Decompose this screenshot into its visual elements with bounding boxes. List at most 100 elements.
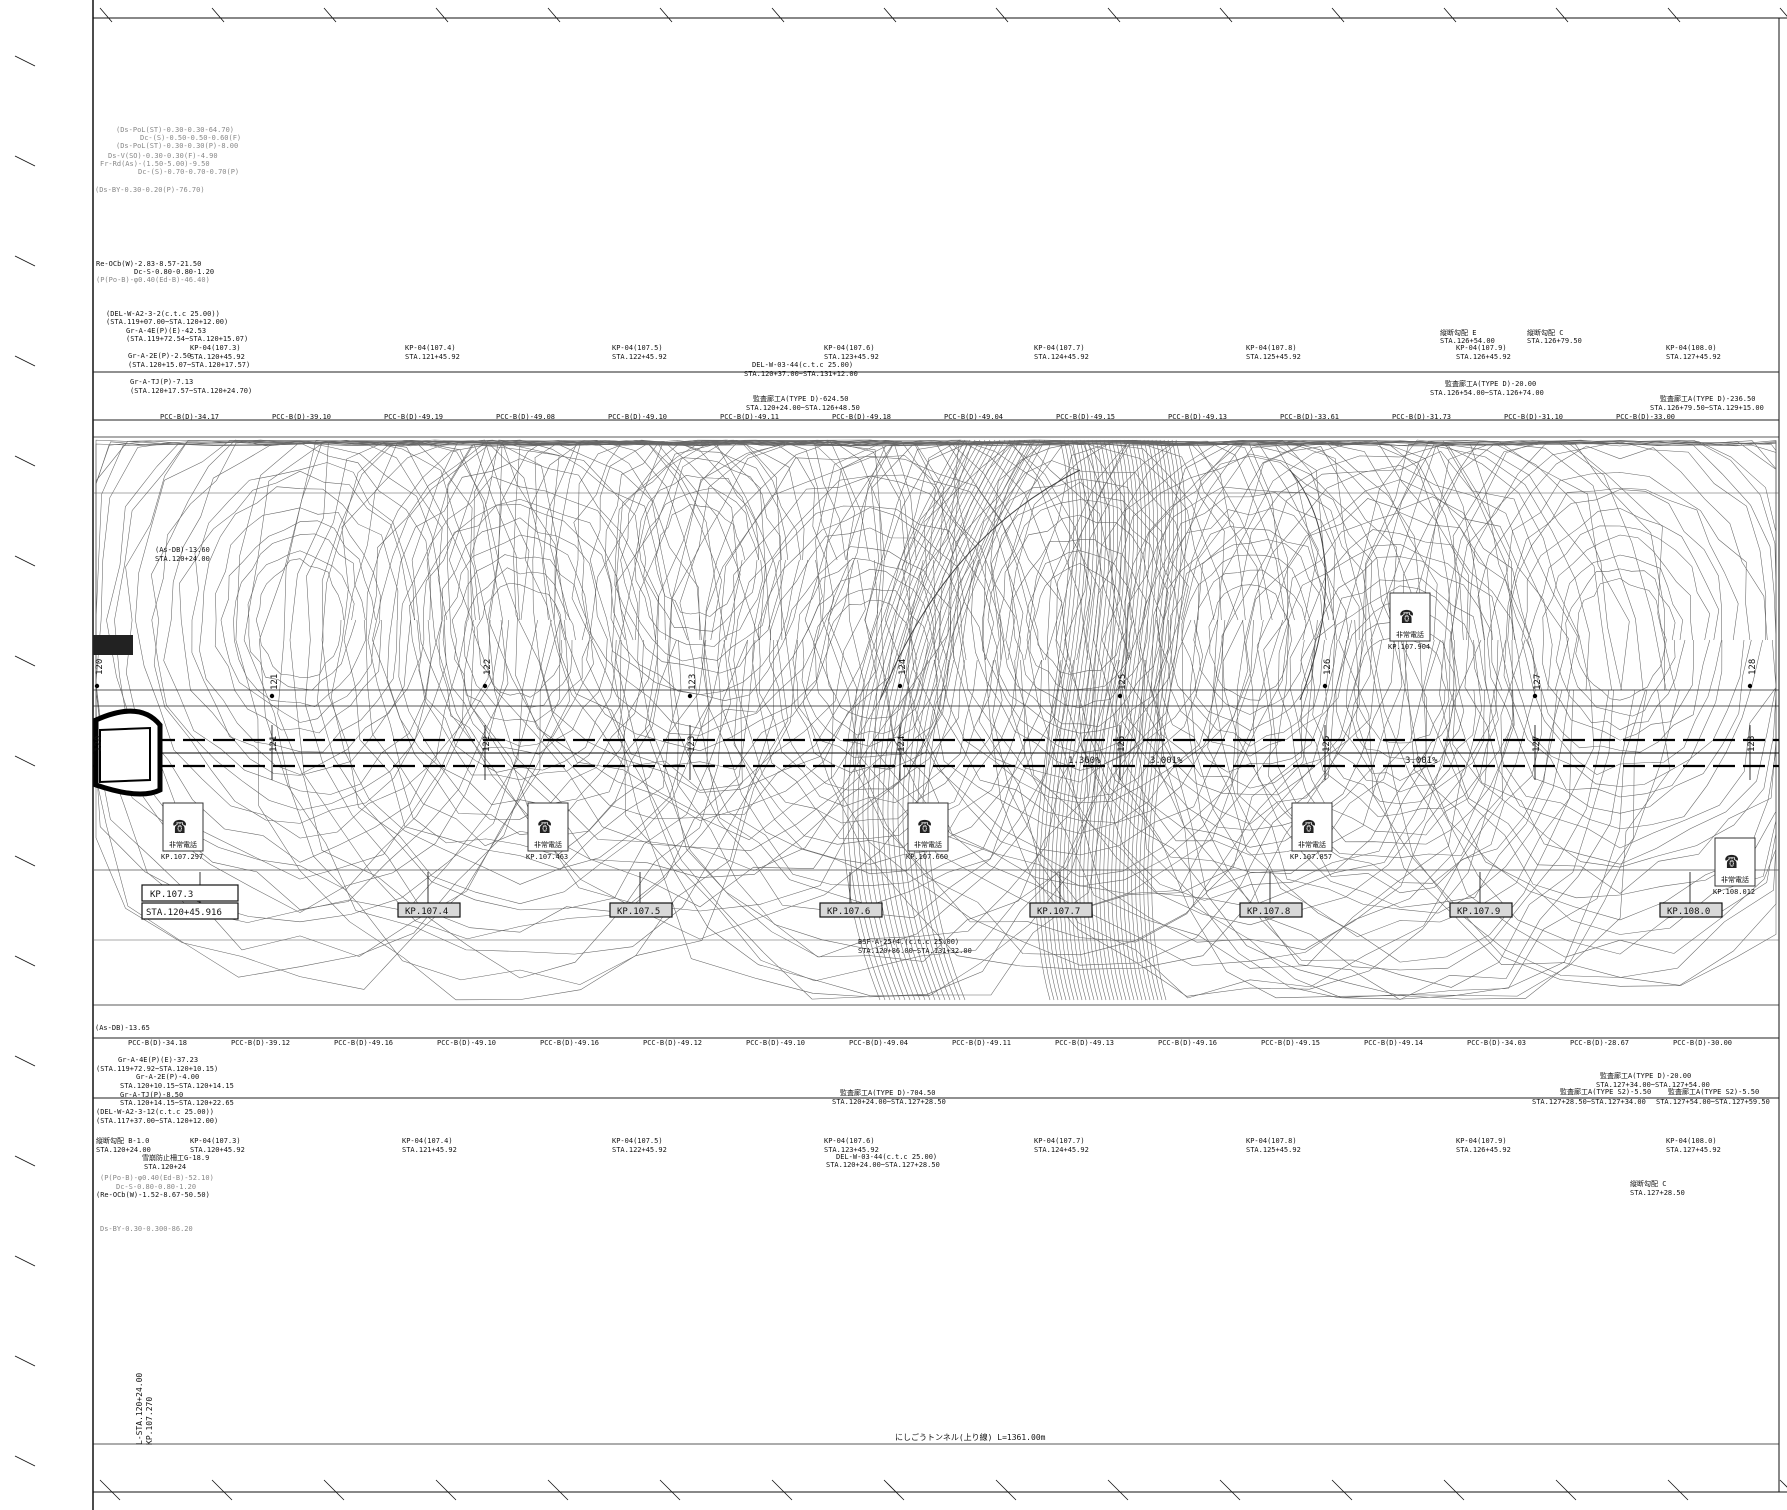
contour-line [1507, 489, 1723, 787]
phone-icon: ☎ [173, 814, 187, 839]
note-text: Ds-V(SO)-0.30-0.30(F)-4.90 [108, 152, 218, 160]
kp-code: KP-04(107.7) [1034, 344, 1085, 352]
station-label-lower: 126 [1322, 736, 1332, 752]
edge-tick [1219, 7, 1233, 23]
kp-sta: STA.122+45.92 [612, 1146, 667, 1154]
contour-line [927, 439, 1046, 1001]
contour-line [614, 443, 789, 674]
edge-tick [883, 1479, 905, 1501]
tunnel-caption: にしごうトンネル(上り線) L=1361.00m [895, 1432, 1046, 1442]
emergency-phone: ☎非常電話 KP.107.857 [1290, 802, 1333, 861]
note-text: Fr-Rd(As)-(1.50-5.00)-9.50 [100, 160, 210, 168]
station-label-lower: 122 [482, 736, 492, 752]
kp-label: KP.107.8 [1247, 907, 1290, 917]
note-text: Gr-A-2E(P)-4.00 [136, 1073, 199, 1081]
kp-sta: STA.124+45.92 [1034, 353, 1089, 361]
edge-tick [14, 255, 36, 267]
edge-tick [14, 455, 36, 467]
lower-notes: (As-DB)-13.65 Gr-A-4E(P)(E)-37.23(STA.119… [95, 1024, 234, 1233]
contour-line [1091, 439, 1126, 1001]
pcc-label: PCC-B(D)-49.15 [1261, 1039, 1320, 1047]
emergency-phone: ☎非常電話 KP.107.660 [906, 802, 949, 861]
kp-code: KP-04(107.3) [190, 344, 241, 352]
contour-line [1449, 442, 1777, 865]
note-text: Gr-A-TJ(P)-7.13 [130, 378, 193, 386]
mid-note: BSF-A-25(4.(c.t.c 25.00) [858, 938, 959, 946]
contour-line [447, 440, 955, 908]
kp-label: KP.107.6 [827, 907, 870, 917]
control-label: 縦断勾配 C [1630, 1179, 1666, 1188]
control-label: STA.127+54.00~STA.127+59.50 [1656, 1098, 1770, 1106]
pcc-lower-row: PCC-B(D)-34.18 PCC-B(D)-39.12 PCC-B(D)-49.… [128, 1039, 1732, 1047]
contour-line [872, 439, 991, 1001]
contour-line [426, 440, 979, 912]
edge-tick [1219, 1479, 1241, 1501]
lower-band [93, 939, 1779, 1099]
contour-line [438, 517, 608, 755]
control-label: STA.120+24.00~STA.127+28.50 [826, 1161, 940, 1169]
note-text: (STA.119+07.00~STA.120+12.00) [106, 318, 228, 326]
contour-line [982, 440, 1532, 997]
edge-tick [14, 755, 36, 767]
pcc-label: PCC-B(D)-31.10 [1504, 413, 1563, 421]
pcc-upper-row: PCC-B(D)-34.17 PCC-B(D)-39.10 PCC-B(D)-49.… [160, 413, 1675, 421]
edge-tick [211, 1479, 233, 1501]
control-label: 監査廊工A(TYPE D)-20.00 [1600, 1071, 1691, 1080]
kp-box [609, 902, 673, 918]
edge-tick [99, 7, 113, 23]
phone-kp: KP.107.297 [161, 853, 203, 861]
note-text: (STA.119+72.54~STA.120+15.07) [126, 335, 248, 343]
contour-line [1034, 562, 1128, 675]
station-label: 120 [95, 659, 105, 675]
control-label: STA.120+24.00~STA.127+28.50 [832, 1098, 946, 1106]
contour-line [620, 457, 782, 662]
pcc-label: PCC-B(D)-28.67 [1570, 1039, 1629, 1047]
contour-line [1107, 439, 1142, 1001]
pcc-label: PCC-B(D)-49.19 [384, 413, 443, 421]
station-label: 122 [483, 659, 493, 675]
contour-line [473, 440, 936, 871]
station-ticks: 120 120 121 121 122 122 123 123 124 124 125 125 126 1… [94, 659, 1758, 780]
contour-line [605, 440, 802, 695]
phone-box [527, 802, 569, 852]
contour-line [1135, 439, 1170, 1001]
contour-line [220, 520, 381, 723]
contour-line [1111, 439, 1146, 1001]
control-label: 縦断勾配 C [1527, 328, 1563, 337]
kp-sta: STA.127+45.92 [1666, 1146, 1721, 1154]
note-text: (P(Po-B)-φ0.40(Ed-B)-52.10) [100, 1174, 214, 1182]
edge-tick [1331, 1479, 1353, 1501]
contour-line [1356, 440, 1777, 986]
station-label-lower: 121 [269, 736, 279, 752]
kp-code: KP-04(108.0) [1666, 344, 1717, 352]
note-text: STA.120+24 [144, 1163, 186, 1171]
kp-code: KP-04(107.8) [1246, 1137, 1297, 1145]
edge-tick [1443, 7, 1457, 23]
edge-tick [1331, 7, 1345, 23]
control-label: STA.126+79.50 [1527, 337, 1582, 345]
phone-label: 非常電話 [1721, 875, 1749, 884]
contour-line [1143, 439, 1178, 1001]
edge-tick [14, 955, 36, 967]
kp-sta: STA.123+45.92 [824, 1146, 879, 1154]
edge-tick [659, 1479, 681, 1501]
upper-kp-labels: KP-04(107.3)STA.120+45.92KP-04(107.4)STA… [190, 344, 1721, 361]
contour-line [255, 558, 345, 678]
note-text: (STA.119+72.92~STA.120+10.15) [96, 1065, 218, 1073]
pcc-label: PCC-B(D)-49.10 [746, 1039, 805, 1047]
contour-line [1067, 439, 1102, 1001]
station-label: 126 [1323, 659, 1333, 675]
edge-tick [1107, 7, 1121, 23]
phone-box [162, 802, 204, 852]
contour-line [752, 505, 994, 824]
edge-tick [995, 1479, 1017, 1501]
gradient-label: 3.001% [1150, 756, 1183, 766]
contour-line [1083, 439, 1118, 1001]
station-point [269, 693, 275, 699]
station-point [1322, 683, 1328, 689]
phone-icon: ☎ [918, 814, 932, 839]
control-label: STA.120+37.00~STA.131+12.00 [744, 370, 858, 378]
contour-line [259, 440, 774, 955]
kp-code: KP-04(107.9) [1456, 1137, 1507, 1145]
contour-line [1075, 439, 1110, 1001]
